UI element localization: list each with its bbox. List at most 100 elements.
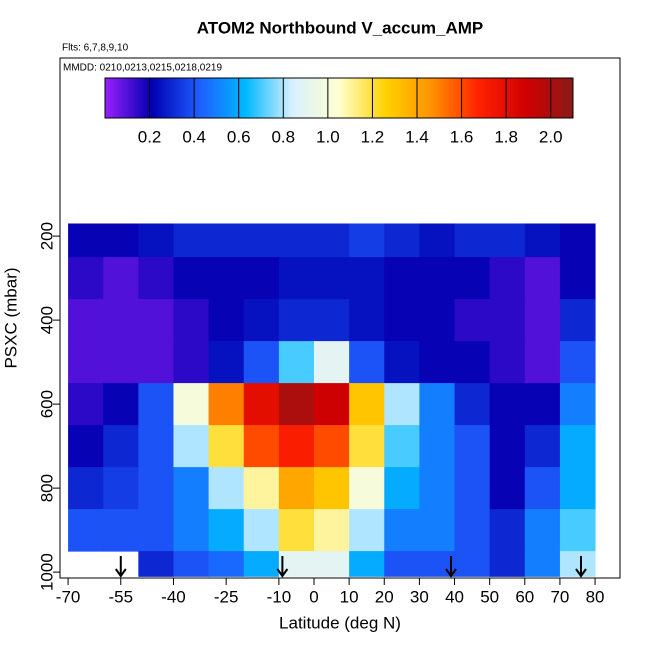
colorbar-swatch — [563, 78, 567, 118]
colorbar-swatch — [222, 78, 225, 118]
colorbar-swatch — [210, 78, 214, 118]
colorbar-swatch — [268, 78, 272, 118]
colorbar-swatch — [212, 78, 216, 118]
x-tick-label: 10 — [340, 587, 359, 606]
heat-cell — [489, 467, 526, 510]
heat-cell — [138, 467, 174, 510]
x-tick-label: 50 — [480, 587, 499, 606]
heat-cell — [173, 299, 210, 342]
colorbar-swatch — [353, 78, 356, 118]
colorbar-swatch — [551, 78, 555, 118]
colorbar-frame — [104, 77, 574, 119]
heat-cell — [173, 551, 210, 577]
x-tick-label: 80 — [586, 587, 605, 606]
colorbar-swatch — [156, 78, 160, 118]
heat-cell — [103, 467, 139, 510]
colorbar-swatch — [336, 78, 340, 118]
y-tick-label: 400 — [37, 306, 56, 334]
colorbar-swatch — [245, 78, 249, 118]
colorbar-swatch — [322, 78, 326, 118]
heat-cell — [384, 341, 420, 384]
colorbar-swatch — [301, 78, 305, 118]
colorbar-swatch — [409, 78, 413, 118]
colorbar-swatch — [348, 78, 352, 118]
colorbar-swatch — [395, 78, 398, 118]
heat-cell — [243, 509, 280, 552]
colorbar-swatch — [135, 78, 139, 118]
colorbar-swatch — [472, 78, 476, 118]
heat-cell — [524, 509, 561, 552]
colorbar-swatch — [416, 78, 420, 118]
colorbar-swatch — [430, 78, 434, 118]
colorbar-swatch — [558, 78, 562, 118]
colorbar-tick-label: 0.6 — [227, 127, 251, 146]
colorbar-swatch — [570, 78, 574, 118]
colorbar-swatch — [413, 78, 417, 118]
heat-cell — [138, 299, 174, 342]
colorbar-swatch — [420, 78, 424, 118]
colorbar-swatch — [514, 78, 518, 118]
colorbar-swatch — [236, 78, 239, 118]
heat-cell — [103, 341, 139, 384]
colorbar-swatch — [481, 78, 485, 118]
heat-cell — [349, 467, 385, 510]
colorbar-swatch — [364, 78, 368, 118]
x-tick-label: 20 — [375, 587, 394, 606]
colorbar-swatch — [264, 78, 267, 118]
colorbar-tick-label: 2.0 — [539, 127, 563, 146]
x-tick-label: 30 — [410, 587, 429, 606]
colorbar-swatch — [554, 78, 558, 118]
colorbar-swatch — [346, 78, 349, 118]
heat-cell — [454, 383, 491, 426]
heat-cell — [524, 299, 561, 342]
colorbar-swatch — [324, 78, 328, 118]
heat-cell — [524, 257, 561, 300]
colorbar-swatch — [243, 78, 246, 118]
colorbar-swatch — [411, 78, 415, 118]
colorbar-swatch — [362, 78, 366, 118]
heat-cell — [349, 299, 385, 342]
plot-frame — [59, 57, 621, 579]
colorbar-swatch — [406, 78, 410, 118]
colorbar-swatch — [226, 78, 230, 118]
colorbar-swatch — [474, 78, 478, 118]
heat-cell — [419, 467, 456, 510]
colorbar-swatch — [240, 78, 244, 118]
heat-cell — [384, 383, 420, 426]
colorbar-swatch — [376, 78, 380, 118]
colorbar-swatch — [320, 78, 324, 118]
heat-cell — [559, 257, 596, 300]
colorbar-swatch — [140, 78, 143, 118]
heat-cell — [103, 425, 139, 468]
heat-cell — [489, 425, 526, 468]
colorbar-swatch — [486, 78, 490, 118]
heat-cell — [138, 509, 174, 552]
colorbar-swatch — [423, 78, 427, 118]
heat-cell — [243, 257, 280, 300]
colorbar-tick-label: 1.8 — [494, 127, 518, 146]
heat-cell — [68, 299, 104, 342]
arrow — [445, 556, 457, 578]
x-tick-label: 60 — [515, 587, 534, 606]
x-tick-label: 0 — [309, 587, 318, 606]
colorbar-swatch — [177, 78, 181, 118]
heat-cell — [349, 341, 385, 384]
colorbar-swatch — [252, 78, 256, 118]
heat-cell — [314, 383, 350, 426]
colorbar-swatch — [233, 78, 237, 118]
colorbar-swatch — [402, 78, 406, 118]
colorbar-swatch — [189, 78, 193, 118]
colorbar-swatch — [170, 78, 174, 118]
colorbar-swatch — [512, 78, 515, 118]
heat-cell — [138, 341, 174, 384]
heat-cell — [103, 509, 139, 552]
heat-cell — [524, 551, 561, 577]
heat-cell — [208, 467, 245, 510]
heat-cell — [314, 299, 350, 342]
colorbar-swatch — [224, 78, 228, 118]
colorbar-swatch — [437, 78, 441, 118]
colorbar-swatch — [540, 78, 544, 118]
heat-cell — [68, 341, 104, 384]
colorbar-swatch — [383, 78, 387, 118]
heat-cell — [68, 223, 104, 258]
